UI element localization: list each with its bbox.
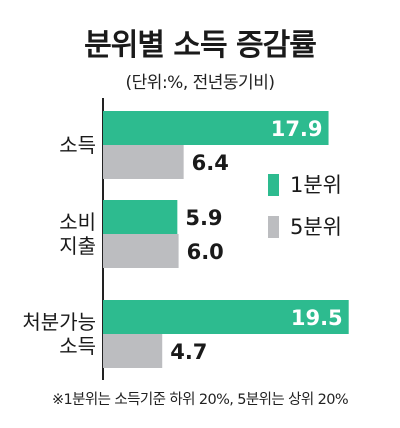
- bar-q1: [103, 300, 349, 334]
- data-label: 19.5: [291, 306, 343, 330]
- category-label: 지출: [59, 234, 96, 258]
- bar-q5: [103, 234, 179, 268]
- category-label: 소득: [59, 334, 96, 358]
- data-label: 5.9: [185, 206, 222, 230]
- legend-swatch: [268, 216, 279, 238]
- bar-q5: [103, 145, 184, 179]
- legend-label: 5분위: [290, 215, 342, 239]
- data-label: 4.7: [170, 340, 207, 364]
- bar-q5: [103, 334, 163, 368]
- bar-q1: [103, 200, 178, 234]
- category-label: 소득: [59, 133, 96, 157]
- legend-label: 1분위: [290, 173, 342, 197]
- category-label: 소비: [59, 210, 96, 234]
- data-label: 6.0: [187, 240, 224, 264]
- chart-title: 분위별 소득 증감률: [84, 28, 317, 63]
- footnote: ※1분위는 소득기준 하위 20%, 5분위는 상위 20%: [51, 392, 349, 408]
- legend-swatch: [268, 174, 279, 196]
- chart-subtitle: (단위:%, 전년동기비): [125, 73, 275, 93]
- bar-q1: [103, 111, 329, 145]
- category-label: 처분가능: [22, 310, 96, 334]
- data-label: 6.4: [192, 151, 229, 175]
- data-label: 17.9: [271, 117, 323, 141]
